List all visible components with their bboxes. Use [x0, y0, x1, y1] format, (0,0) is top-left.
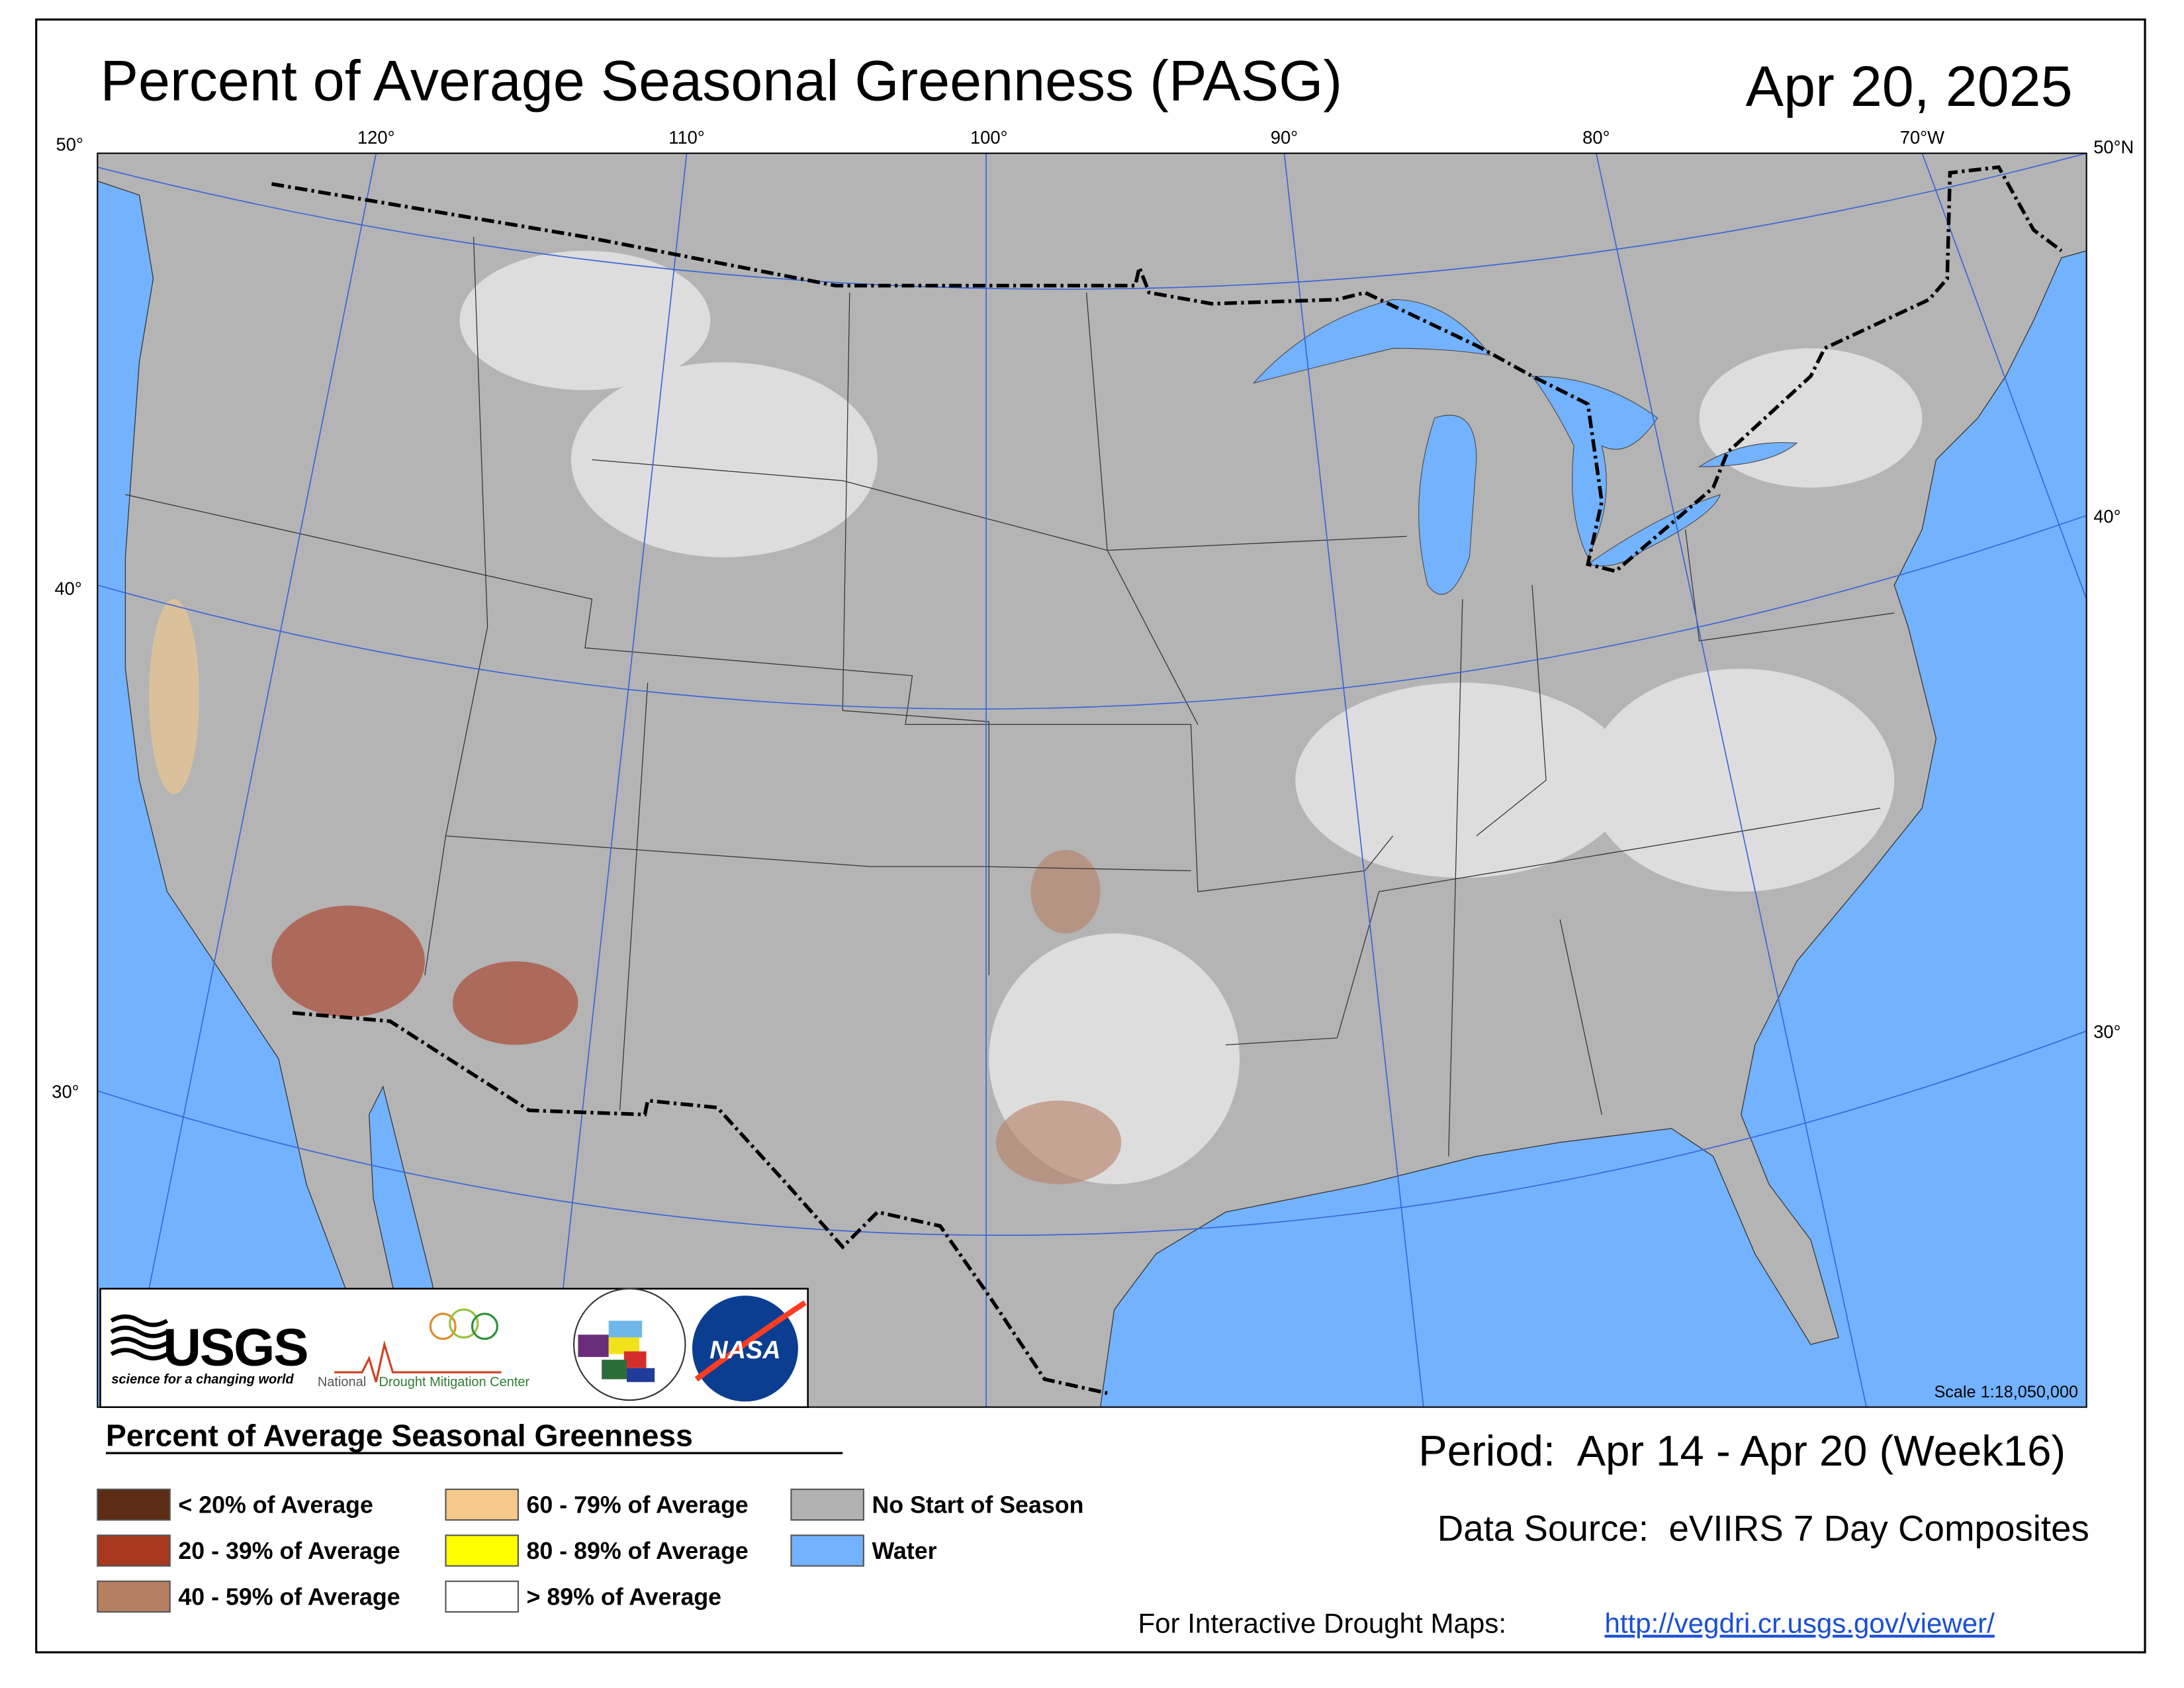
mexico-border: [292, 1011, 1108, 1395]
longitude-label: 70°W: [1900, 127, 1944, 148]
legend-label: 20 - 39% of Average: [178, 1538, 400, 1564]
canada-border: [271, 165, 2063, 573]
legend-swatch: [790, 1534, 864, 1567]
longitude-label: 110°: [668, 127, 705, 148]
state-lines: [125, 236, 1895, 1156]
interactive-label: For Interactive Drought Maps:: [1138, 1608, 1506, 1639]
data-source: Data Source: eVIIRS 7 Day Composites: [1437, 1508, 2089, 1549]
legend-label: Water: [872, 1538, 936, 1564]
legend-swatch: [445, 1534, 519, 1567]
map-frame: [97, 152, 2087, 1408]
latitude-label-left: 40°: [54, 579, 81, 599]
legend-swatch: [97, 1580, 171, 1613]
graticule: [97, 152, 2087, 1407]
legend-label: 60 - 79% of Average: [527, 1492, 749, 1519]
period: Period: Apr 14 - Apr 20 (Week16): [1418, 1427, 2066, 1475]
latitude-label-left: 50°: [56, 134, 83, 154]
viewer-link[interactable]: http://vegdri.cr.usgs.gov/viewer/: [1604, 1608, 1995, 1639]
title: Percent of Average Seasonal Greenness (P…: [101, 50, 1343, 113]
legend-label: 80 - 89% of Average: [527, 1538, 749, 1564]
legend-label: No Start of Season: [872, 1492, 1083, 1519]
logo-box: USGS science for a changing world Nation…: [99, 1288, 809, 1408]
date: Apr 20, 2025: [1746, 55, 2073, 118]
graticule-labels: 120° 110° 100° 90° 80° 70°W 50° 40° 30° 50°N 40° 30…: [52, 127, 2134, 1102]
longitude-label: 120°: [357, 127, 395, 148]
legend-swatch: [97, 1488, 171, 1521]
deficit-patches: [149, 599, 1122, 1184]
longitude-label: 90°: [1271, 127, 1298, 148]
map-scale: Scale 1:18,050,000: [1934, 1383, 2078, 1401]
viewer-link-anchor[interactable]: http://vegdri.cr.usgs.gov/viewer/: [1604, 1608, 1995, 1639]
ndmc-prefix: National: [318, 1375, 366, 1389]
map: [97, 152, 2087, 1408]
legend: Percent of Average Seasonal Greenness < …: [97, 1419, 1083, 1613]
longitude-label: 80°: [1582, 127, 1610, 148]
frame: [35, 18, 2146, 1654]
ndmc-text: Drought Mitigation Center: [379, 1375, 529, 1389]
usgs-logo: USGS science for a changing world: [110, 1314, 309, 1387]
latitude-label-left: 30°: [52, 1081, 79, 1102]
ndmc-logo: National Drought Mitigation Center: [318, 1308, 530, 1389]
nasa-logo: NASA: [692, 1295, 807, 1402]
usgs-text: USGS: [163, 1318, 307, 1377]
legend-swatch: [97, 1534, 171, 1567]
legend-label: > 89% of Average: [527, 1584, 722, 1611]
legend-swatch: [790, 1488, 864, 1521]
longitude-label: 100°: [970, 127, 1008, 148]
legend-title: Percent of Average Seasonal Greenness: [106, 1419, 693, 1453]
legend-swatch: [445, 1580, 519, 1613]
latitude-label-right: 50°N: [2093, 137, 2134, 158]
legend-label: < 20% of Average: [178, 1492, 373, 1519]
legend-swatch: [445, 1488, 519, 1521]
usgs-tagline: science for a changing world: [111, 1372, 294, 1387]
hprcc-logo: [573, 1288, 686, 1401]
legend-label: 40 - 59% of Average: [178, 1584, 400, 1611]
nasa-text: NASA: [709, 1336, 780, 1364]
latitude-label-right: 30°: [2093, 1021, 2120, 1042]
latitude-label-right: 40°: [2093, 506, 2120, 526]
